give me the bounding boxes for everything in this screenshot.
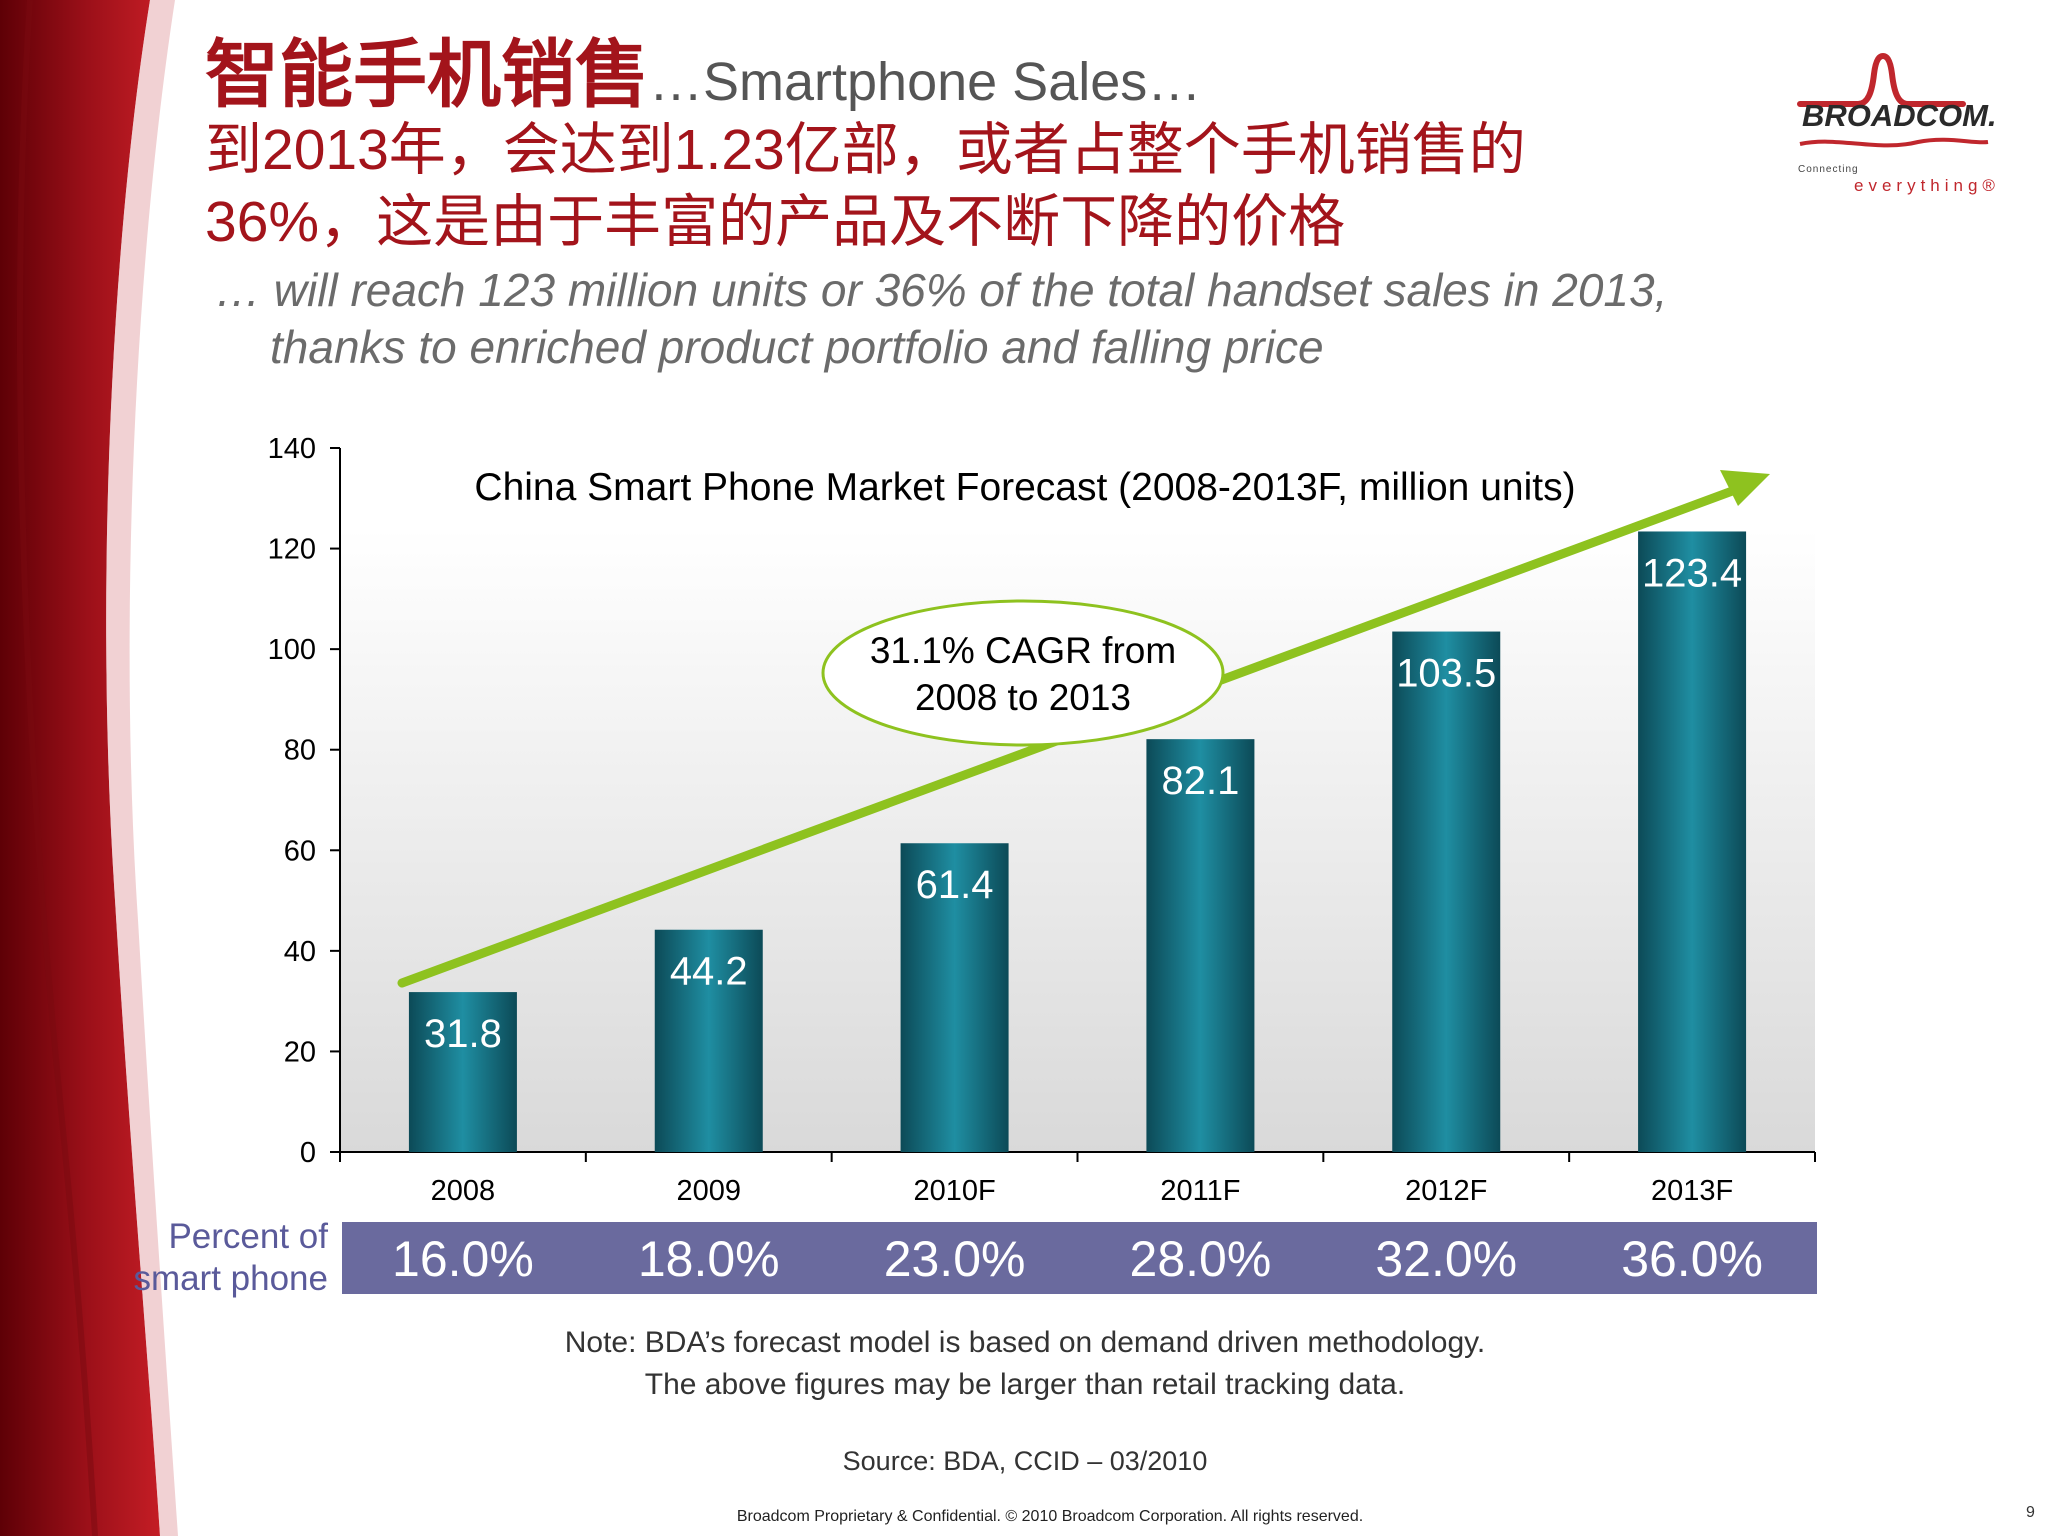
broadcom-logo: BROADCOM. Connecting everything®: [1788, 52, 2008, 202]
title-english: …Smartphone Sales…: [649, 52, 1202, 112]
percent-row-label-line1: Percent of: [168, 1217, 328, 1256]
y-tick-label: 100: [268, 634, 316, 666]
y-tick-label: 140: [268, 433, 316, 465]
y-tick-label: 120: [268, 534, 316, 566]
percent-value: 16.0%: [392, 1231, 534, 1287]
bar-value-label: 123.4: [1642, 551, 1742, 595]
bar-value-label: 44.2: [670, 950, 748, 994]
subtitle-chinese-line2: 36%，这是由于丰富的产品及不断下降的价格: [205, 190, 1346, 254]
cagr-annotation-line1: 31.1% CAGR from: [870, 630, 1176, 671]
bar-value-label: 31.8: [424, 1012, 502, 1056]
subtitle-english: … will reach 123 million units or 36% of…: [215, 262, 1775, 376]
subtitle-chinese-line1: 到2013年，会达到1.23亿部，或者占整个手机销售的: [205, 118, 1526, 182]
source-text: Source: BDA, CCID – 03/2010: [842, 1446, 1208, 1476]
footer-text: Broadcom Proprietary & Confidential. © 2…: [736, 1508, 1364, 1525]
percent-value: 28.0%: [1130, 1231, 1272, 1287]
bar-value-label: 61.4: [916, 863, 994, 907]
bar: [654, 929, 763, 1152]
percent-row-label: Percent of smart phone: [108, 1216, 328, 1300]
bar: [408, 992, 517, 1152]
x-category-label: 2012F: [1405, 1175, 1487, 1207]
bar: [1146, 739, 1255, 1152]
cagr-annotation-line2: 2008 to 2013: [915, 677, 1131, 718]
note-line1: Note: BDA’s forecast model is based on d…: [564, 1326, 1486, 1359]
logo-pulse-icon: [1797, 52, 1966, 107]
title-block: 智能手机销售…Smartphone Sales… 到2013年，会达到1.23亿…: [205, 38, 1765, 256]
logo-underline-wave: [1799, 137, 1989, 148]
cagr-trend-arrowhead: [1720, 470, 1770, 506]
bar: [900, 843, 1009, 1152]
note-line2: The above figures may be larger than ret…: [644, 1368, 1406, 1401]
percent-row-band: [342, 1222, 1817, 1294]
logo-tagline-small: Connecting: [1798, 164, 1859, 175]
subtitle-english-line1: … will reach 123 million units or 36% of…: [215, 264, 1668, 316]
x-category-label: 2009: [676, 1175, 741, 1207]
y-tick-label: 40: [284, 936, 316, 968]
bar: [1392, 631, 1501, 1152]
y-tick-label: 20: [284, 1036, 316, 1068]
logo-wordmark: BROADCOM.: [1802, 98, 1997, 133]
percent-row-label-line2: smart phone: [133, 1259, 328, 1298]
bar-value-label: 103.5: [1396, 652, 1496, 696]
percent-value: 18.0%: [638, 1231, 780, 1287]
bar-value-label: 82.1: [1161, 759, 1239, 803]
bar: [1638, 531, 1747, 1152]
y-tick-label: 0: [300, 1137, 316, 1169]
logo-tagline-main: everything®: [1854, 176, 2000, 195]
chart-title: China Smart Phone Market Forecast (2008-…: [474, 466, 1575, 509]
methodology-note: Note: BDA’s forecast model is based on d…: [400, 1322, 1650, 1406]
slide-title: 智能手机销售…Smartphone Sales…: [205, 38, 1765, 112]
y-tick-label: 80: [284, 735, 316, 767]
percent-value: 36.0%: [1621, 1231, 1763, 1287]
x-category-label: 2008: [431, 1175, 496, 1207]
y-tick-label: 60: [284, 835, 316, 867]
page-number: 9: [2026, 1504, 2035, 1521]
x-category-label: 2011F: [1160, 1175, 1240, 1207]
title-chinese: 智能手机销售: [205, 33, 649, 116]
subtitle-english-line2: thanks to enriched product portfolio and…: [270, 321, 1324, 373]
cagr-annotation-bubble: [821, 599, 1225, 747]
x-category-label: 2013F: [1651, 1175, 1733, 1207]
x-category-label: 2010F: [913, 1175, 995, 1207]
percent-value: 32.0%: [1375, 1231, 1517, 1287]
percent-value: 23.0%: [884, 1231, 1026, 1287]
